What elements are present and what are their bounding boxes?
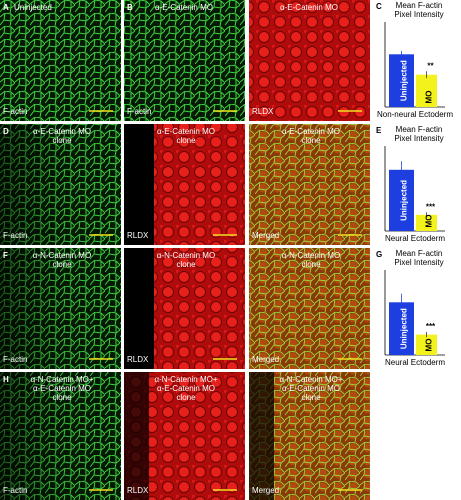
panel-label: α-E-Catenin MO [33,384,91,393]
stain-label: F-actin [3,486,27,495]
panel-label: α-N-Catenin MO [282,251,340,260]
x-label: Neural Ectoderm [385,234,445,243]
x-label: Neural Ectoderm [385,358,445,367]
panel-label: clone [52,260,72,269]
significance: *** [426,322,436,331]
micrograph [0,0,121,121]
bar [416,74,437,107]
panel-label: α-E-Catenin MO [155,3,213,12]
chart-letter: G [376,250,382,259]
panel-label: Uninjected [14,3,52,12]
panel-label: clone [301,136,321,145]
clone-shade [124,248,154,369]
panel-label: clone [176,260,196,269]
panel-label: α-E-Catenin MO [157,384,215,393]
bar [389,302,414,355]
clone-shade [0,372,121,500]
panel-label: α-N-Catenin MO [33,251,91,260]
panel-letter: H [3,375,9,384]
panel-label: clone [176,136,196,145]
panel-label: α-E-Catenin MO [282,384,340,393]
chart-title: Pixel Intensity [394,10,443,19]
bar-label: Uninjected [400,60,409,101]
chart-letter: C [376,2,382,11]
significance: *** [426,202,436,211]
stain-label: RLDX [252,107,274,116]
bar [416,334,437,355]
bar-label: MO [425,339,434,352]
panel-label: clone [176,393,196,402]
panel-letter: F [3,251,8,260]
chart-title: Mean F-actin [396,249,443,258]
stain-label: Merged [252,231,279,240]
stain-label: RLDX [127,486,149,495]
bar-label: Uninjected [400,308,409,349]
chart-letter: E [376,126,382,135]
panel-label: clone [52,393,72,402]
micrograph [249,0,370,121]
micrograph [249,248,370,369]
stain-label: Merged [252,355,279,364]
panel-letter: B [127,3,133,12]
panel-label: α-N-Catenin MO+ [279,375,342,384]
chart-title: Mean F-actin [396,125,443,134]
panel-label: clone [52,136,72,145]
panel-letter: D [3,127,9,136]
clone-shade [124,372,149,500]
micrograph [124,0,245,121]
chart-title: Mean F-actin [396,1,443,10]
panel-label: α-N-Catenin MO+ [30,375,93,384]
panel-label: α-E-Catenin MO [157,127,215,136]
clone-shade [124,124,154,245]
bar-label: MO [425,91,434,104]
stain-label: F-actin [127,107,151,116]
panel-label: α-E-Catenin MO [280,3,338,12]
panel-label: clone [301,260,321,269]
stain-label: F-actin [3,107,27,116]
bar [389,54,414,107]
significance: ** [427,61,434,70]
panel-label: α-N-Catenin MO+ [154,375,217,384]
stain-label: RLDX [127,231,149,240]
panel-letter: A [3,3,9,12]
panel-label: clone [301,393,321,402]
stain-label: F-actin [3,231,27,240]
stain-label: Merged [252,486,279,495]
panel-label: α-E-Catenin MO [282,127,340,136]
chart-title: Pixel Intensity [394,134,443,143]
panel-label: α-N-Catenin MO [157,251,215,260]
chart-title: Pixel Intensity [394,258,443,267]
x-label: Non-neural Ectoderm [377,110,453,119]
bar-label: MO [425,215,434,228]
clone-shade [249,372,274,500]
bar [389,169,414,231]
stain-label: RLDX [127,355,149,364]
micrograph [249,124,370,245]
clone-shade [0,124,121,245]
stain-label: F-actin [3,355,27,364]
clone-shade [0,248,121,369]
bar-label: Uninjected [400,180,409,221]
panel-label: α-E-Catenin MO [33,127,91,136]
bar [416,214,437,231]
